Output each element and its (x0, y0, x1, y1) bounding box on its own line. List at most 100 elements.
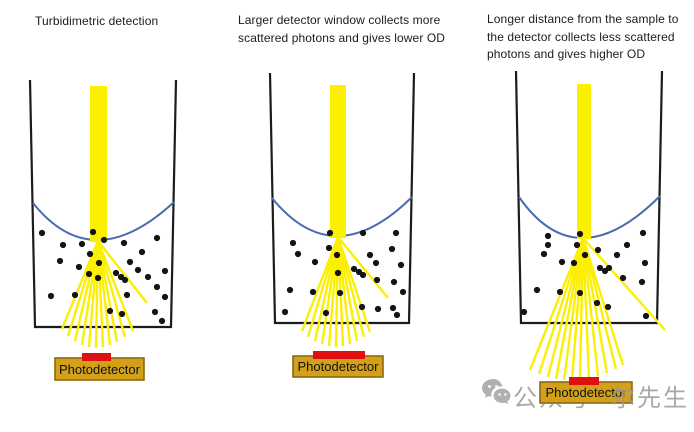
scattered-ray (336, 236, 372, 333)
photodetector-label: Photodetector (298, 359, 380, 374)
particle-dot (556, 288, 564, 296)
detector-window (313, 351, 365, 359)
particle-dot (604, 303, 612, 311)
particle-dot (311, 258, 319, 266)
panel-1-diagram: Photodetector (28, 79, 178, 381)
particle-dot (613, 251, 621, 259)
particle-dot (576, 289, 584, 297)
particle-dot (47, 292, 55, 300)
particle-dot (71, 291, 79, 299)
particle-dot (281, 308, 289, 316)
light-beam (330, 85, 346, 238)
particle-dot (373, 276, 381, 284)
particle-dot (558, 258, 566, 266)
particle-dot (350, 265, 358, 273)
particle-dot (86, 250, 94, 258)
particle-dot (533, 286, 541, 294)
particle-dot (134, 266, 142, 274)
particle-dot (390, 278, 398, 286)
panel-3-title: Longer distance from the sample to the d… (487, 12, 679, 61)
wechat-icon (481, 378, 515, 411)
particle-dot (581, 251, 589, 259)
particle-dot (38, 229, 46, 237)
scattered-ray (96, 240, 135, 332)
particle-dot (161, 293, 169, 301)
scattered-ray (554, 237, 585, 380)
particle-dot (309, 288, 317, 296)
particle-dot (374, 305, 382, 313)
particle-dot (144, 273, 152, 281)
scattered-ray (96, 240, 119, 343)
scattered-ray (581, 237, 591, 379)
particle-dot (573, 241, 581, 249)
particle-dot (372, 259, 380, 267)
detector-window (569, 377, 599, 385)
particle-dot (334, 269, 342, 277)
particle-dot (121, 276, 129, 284)
particle-dot (638, 278, 646, 286)
particle-dot (118, 310, 126, 318)
scattered-ray (336, 236, 359, 342)
scattered-ray (581, 237, 609, 374)
scattered-ray (336, 236, 366, 338)
scattered-ray (73, 240, 100, 342)
panel-2-title: Larger detector window collects more sca… (238, 13, 446, 45)
photodetector-label: Photodetector (59, 362, 141, 377)
particle-dot (112, 269, 120, 277)
particle-dot (78, 240, 86, 248)
particle-dot (639, 229, 647, 237)
particle-dot (359, 229, 367, 237)
particle-dot (89, 228, 97, 236)
photodetector-label: Photodetector (546, 385, 628, 400)
particle-dot (393, 311, 401, 319)
particle-dot (123, 291, 131, 299)
particle-dot (56, 257, 64, 265)
particle-dot (75, 263, 83, 271)
particle-dot (641, 259, 649, 267)
particle-dot (642, 312, 650, 320)
light-beam (90, 86, 107, 242)
particle-dot (151, 308, 159, 316)
particle-dot (623, 241, 631, 249)
scattered-ray (581, 237, 625, 366)
particle-dot (153, 283, 161, 291)
particle-dot (358, 303, 366, 311)
particle-dot (605, 264, 613, 272)
particle-dot (94, 274, 102, 282)
particle-dot (322, 309, 330, 317)
scattered-ray (96, 240, 127, 338)
particle-dot (100, 236, 108, 244)
particle-dot (158, 317, 166, 325)
particle-dot (389, 304, 397, 312)
particle-dot (366, 251, 374, 259)
particle-dot (540, 250, 548, 258)
scattered-ray (578, 237, 585, 380)
panel-3-diagram: Photodetector (514, 70, 666, 404)
particle-dot (294, 250, 302, 258)
scattered-ray (337, 236, 389, 299)
particle-dot (126, 258, 134, 266)
panel-2-diagram: Photodetector (268, 72, 416, 378)
particle-dot (520, 308, 528, 316)
watermark-text-right: 尔先生 (611, 385, 689, 412)
scattered-ray (582, 237, 666, 331)
particle-dot (593, 299, 601, 307)
scattered-ray (306, 236, 340, 338)
particle-dot (85, 270, 93, 278)
particle-dot (325, 244, 333, 252)
scattered-ray (96, 240, 112, 346)
particle-dot (106, 307, 114, 315)
particle-dot (596, 264, 604, 272)
particle-dot (392, 229, 400, 237)
particle-dot (289, 239, 297, 247)
scattered-ray (66, 240, 100, 337)
particle-dot (359, 271, 367, 279)
scattered-ray (562, 237, 585, 381)
scattered-ray (546, 237, 585, 378)
particle-dot (594, 246, 602, 254)
particle-dot (619, 274, 627, 282)
panel-1-title: Turbidimetric detection (35, 14, 159, 28)
light-beam (577, 84, 591, 239)
